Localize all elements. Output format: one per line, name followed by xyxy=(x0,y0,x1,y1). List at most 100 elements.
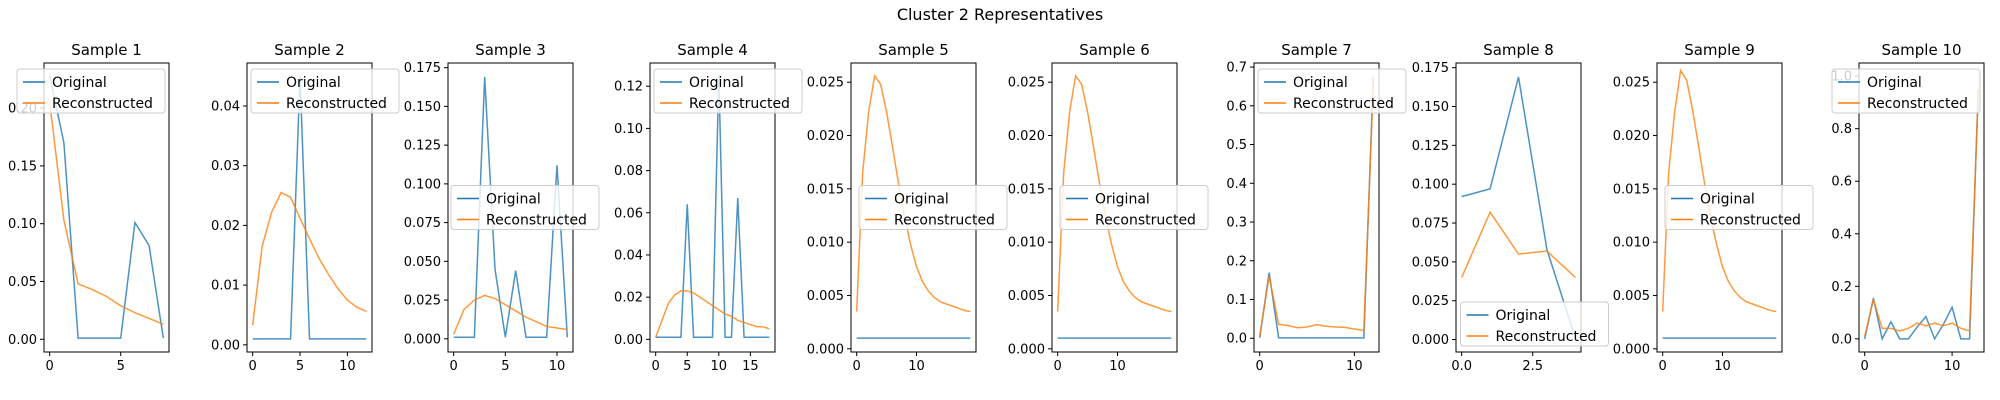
legend-label: Reconstructed xyxy=(689,96,790,112)
y-tick-label: 0.00 xyxy=(211,338,240,353)
y-tick-label: 0.7 xyxy=(1226,61,1247,76)
x-tick-label: 0 xyxy=(652,359,660,374)
y-tick-label: 0.150 xyxy=(404,100,441,115)
y-tick-label: 0.015 xyxy=(1613,182,1650,197)
series-line-reconstructed xyxy=(1258,82,1375,337)
y-tick-label: 0.2 xyxy=(1226,254,1247,269)
y-tick-label: 0.00 xyxy=(614,333,643,348)
legend: Original Reconstructed xyxy=(1257,68,1407,114)
legend: Original Reconstructed xyxy=(1664,185,1814,230)
legend-label: Reconstructed xyxy=(1700,213,1801,229)
axes-frame xyxy=(43,62,170,353)
y-tick-label: 0.125 xyxy=(404,139,441,154)
x-tick-label: 10 xyxy=(908,359,925,374)
y-tick-label: 0.4 xyxy=(1831,227,1852,242)
y-tick-label: 0.010 xyxy=(807,236,844,251)
y-tick-label: 0.005 xyxy=(807,289,844,304)
x-tick-label: 0 xyxy=(853,359,861,374)
legend: Original Reconstructed xyxy=(1460,301,1609,347)
y-tick-label: 0.020 xyxy=(1613,129,1650,144)
y-tick-label: 0.8 xyxy=(1831,122,1852,137)
y-tick-label: 0.05 xyxy=(8,275,37,290)
y-tick-label: 0.005 xyxy=(1613,289,1650,304)
y-tick-label: 0.010 xyxy=(1613,236,1650,251)
legend-label: Reconstructed xyxy=(1293,96,1394,112)
series-line-reconstructed xyxy=(1661,68,1777,313)
series-line-reconstructed xyxy=(855,73,971,313)
y-tick-label: 0.020 xyxy=(807,129,844,144)
series-line-original xyxy=(453,76,569,339)
y-tick-label: 0.02 xyxy=(211,219,240,234)
subplot-2: Sample 2 0.00 0.01 0.02 0.03 0.04 0 5 10 xyxy=(211,41,373,374)
y-tick-label: 0.010 xyxy=(1008,236,1045,251)
series-line-original xyxy=(48,75,165,339)
y-tick-label: 0.000 xyxy=(807,342,844,357)
x-tick-label: 2.5 xyxy=(1522,359,1543,374)
legend-box xyxy=(16,68,166,114)
y-tick-label: 0.050 xyxy=(1412,255,1449,270)
legend-box xyxy=(1257,68,1407,114)
y-tick-label: 0.025 xyxy=(404,294,441,309)
x-tick-label: 10 xyxy=(339,359,356,374)
legend-label: Original xyxy=(1867,75,1922,91)
legend-label: Original xyxy=(894,192,949,208)
x-tick-label: 5 xyxy=(117,359,125,374)
axes-frame xyxy=(1253,62,1380,353)
x-tick-label: 0 xyxy=(1861,359,1869,374)
subplot-7: Sample 7 0.0 0.1 0.2 0.3 0.4 0.5 0.6 0.7 0 10 xyxy=(1226,41,1380,374)
axes-frame xyxy=(649,62,776,353)
x-tick-label: 0 xyxy=(450,359,458,374)
subplot-6: Sample 6 0.000 0.005 0.010 0.015 0.020 0.025 0 1… xyxy=(1008,41,1178,374)
y-tick-label: 0.04 xyxy=(211,99,240,114)
x-tick-label: 0.0 xyxy=(1451,359,1472,374)
y-tick-label: 0.050 xyxy=(404,255,441,270)
x-tick-label: 10 xyxy=(711,359,728,374)
y-tick-label: 0.075 xyxy=(404,216,441,231)
legend-box xyxy=(450,185,600,230)
series-line-original xyxy=(1258,76,1375,339)
y-tick-label: 0.6 xyxy=(1226,99,1247,114)
subplot-title: Sample 5 xyxy=(878,41,949,59)
y-tick-label: 0.175 xyxy=(404,61,441,76)
y-tick-label: 0.06 xyxy=(614,206,643,221)
y-tick-label: 0.10 xyxy=(614,122,643,137)
legend-label: Reconstructed xyxy=(486,213,587,229)
subplot-5: Sample 5 0.000 0.005 0.010 0.015 0.020 0.025 0 1… xyxy=(807,41,977,374)
legend: Original Reconstructed xyxy=(858,185,1008,230)
y-tick-label: 0.000 xyxy=(1613,342,1650,357)
series-line-reconstructed xyxy=(654,290,770,338)
legend-label: Reconstructed xyxy=(1496,329,1597,345)
series-line-reconstructed xyxy=(452,294,568,335)
y-tick-label: 0.125 xyxy=(1412,139,1449,154)
subplot-title: Sample 3 xyxy=(475,41,546,59)
legend: Original Reconstructed xyxy=(450,185,600,230)
y-tick-label: 0.015 xyxy=(807,182,844,197)
x-tick-label: 5 xyxy=(296,359,304,374)
y-tick-label: 0.4 xyxy=(1226,177,1247,192)
y-tick-label: 0.15 xyxy=(8,159,37,174)
legend-box xyxy=(1059,185,1209,230)
y-tick-label: 0.08 xyxy=(614,164,643,179)
legend-label: Original xyxy=(689,75,744,91)
x-tick-label: 0 xyxy=(1659,359,1667,374)
y-tick-label: 0.0 xyxy=(1831,332,1852,347)
legend-box xyxy=(1460,301,1609,347)
y-tick-label: 0.04 xyxy=(614,248,643,263)
x-tick-label: 10 xyxy=(1109,359,1126,374)
legend-label: Original xyxy=(1293,75,1348,91)
y-tick-label: 0.000 xyxy=(1412,333,1449,348)
legend-label: Original xyxy=(1496,308,1551,324)
subplot-title: Sample 6 xyxy=(1079,41,1150,59)
legend-label: Original xyxy=(1095,192,1150,208)
y-tick-label: 0.10 xyxy=(8,217,37,232)
subplot-8: Sample 8 0.000 0.025 0.050 0.075 0.100 0.125 0.… xyxy=(1412,41,1582,374)
legend-label: Reconstructed xyxy=(1095,213,1196,229)
x-tick-label: 10 xyxy=(1944,359,1961,374)
y-tick-label: 0.6 xyxy=(1831,175,1852,190)
x-tick-label: 5 xyxy=(683,359,691,374)
y-tick-label: 0.5 xyxy=(1226,138,1247,153)
subplot-title: Sample 4 xyxy=(677,41,748,59)
y-tick-label: 0.100 xyxy=(1412,178,1449,193)
y-tick-label: 0.005 xyxy=(1008,289,1045,304)
